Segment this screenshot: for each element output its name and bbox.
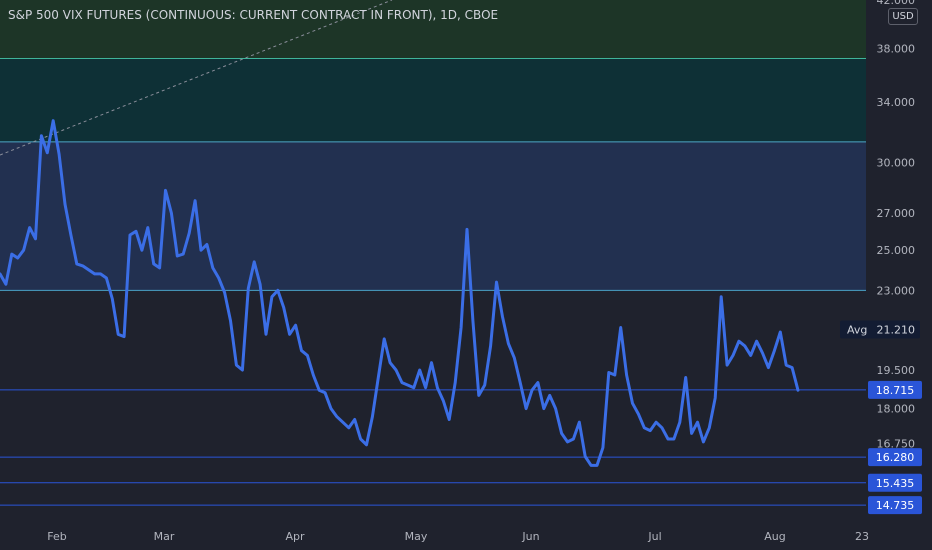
avg-tag-value: 21.210 [877,323,916,336]
y-tick-label: 16.750 [877,437,916,450]
level-tag-label: 18.715 [876,384,915,397]
x-tick-label: Mar [154,530,175,543]
level-tag-3[interactable] [868,496,922,515]
level-tag-2[interactable] [868,473,922,492]
price-series-line [0,119,800,467]
level-tag-label: 16.280 [876,451,915,464]
x-tick-label: May [405,530,428,543]
zone-band-0 [0,0,866,59]
y-tick-label: 27.000 [877,207,916,220]
price-axis-panel [866,0,932,550]
y-tick-label: 25.000 [877,244,916,257]
y-tick-label: 18.000 [877,403,916,416]
level-tag-0[interactable] [868,380,922,399]
time-axis-panel [0,523,866,550]
x-tick-label: Apr [285,530,305,543]
level-tag-1[interactable] [868,448,922,467]
x-tick-label: Jun [521,530,539,543]
currency-badge[interactable]: USD [888,8,918,25]
y-tick-label: 30.000 [877,156,916,169]
x-tick-label: Aug [764,530,785,543]
y-tick-label: 34.000 [877,96,916,109]
level-tag-label: 15.435 [876,477,915,490]
zone-band-1 [0,58,866,142]
chart-title: S&P 500 VIX FUTURES (CONTINUOUS: CURRENT… [8,8,499,22]
avg-tag-label: Avg [847,323,867,336]
zone-band-2 [0,141,866,291]
x-tick-label: Feb [47,530,66,543]
x-tick-label: Jul [647,530,661,543]
y-tick-label: 23.000 [877,284,916,297]
avg-tag[interactable] [840,320,920,339]
y-tick-label: 19.500 [877,364,916,377]
y-tick-label: 38.000 [877,42,916,55]
x-tick-label: 23 [855,530,869,543]
trend-line[interactable] [0,0,393,156]
level-tag-label: 14.735 [876,499,915,512]
y-tick-label: 42.000 [877,0,916,7]
